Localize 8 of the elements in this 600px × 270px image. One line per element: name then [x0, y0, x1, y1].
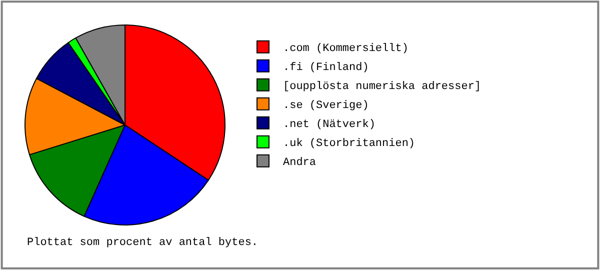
- legend-label: .se (Sverige): [283, 100, 369, 112]
- legend-label: .net (Nätverk): [283, 119, 376, 132]
- legend-label: [oupplösta numeriska adresser]: [283, 81, 482, 94]
- legend-label: .com (Kommersiellt): [283, 43, 408, 56]
- text: Plottat som procent av antal bytes.: [27, 237, 258, 249]
- legend-label: .fi (Finland): [283, 62, 369, 74]
- legend-label: Andra: [283, 157, 316, 170]
- legend-label: .uk (Storbritannien): [283, 138, 416, 150]
